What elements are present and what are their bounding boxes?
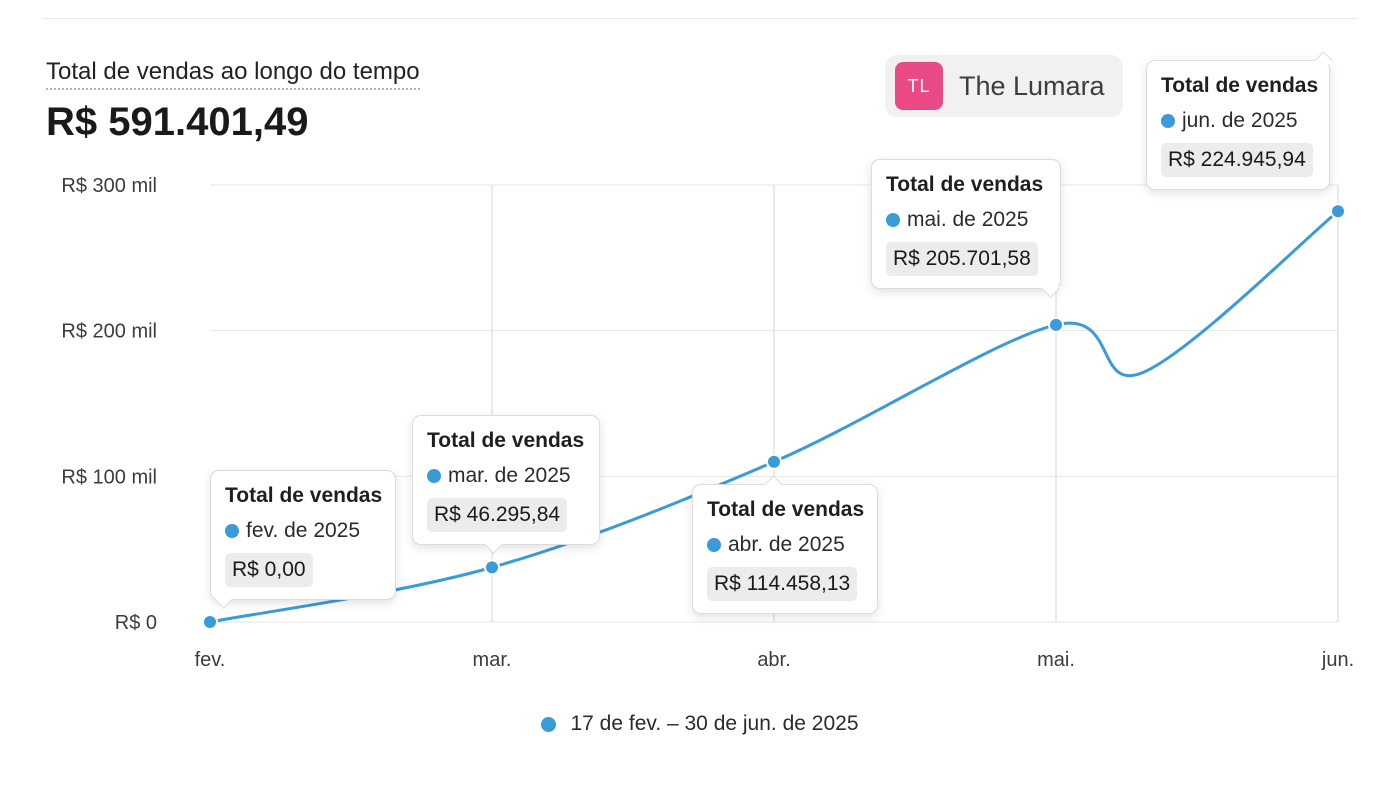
legend-series-dot — [541, 716, 557, 732]
tooltip-title: Total de vendas — [1161, 74, 1319, 97]
tooltip-series-dot — [707, 537, 721, 552]
x-tick-label: mai. — [1037, 649, 1075, 671]
data-point — [1330, 203, 1346, 220]
data-tooltip: Total de vendas abr. de 2025 R$ 114.458,13 — [692, 483, 878, 614]
data-tooltip: Total de vendas fev. de 2025 R$ 0,00 — [210, 470, 396, 600]
tooltip-value: R$ 46.295,84 — [427, 498, 568, 533]
tooltip-period: jun. de 2025 — [1182, 109, 1298, 132]
tooltip-title: Total de vendas — [886, 172, 1044, 196]
brand-chip[interactable]: TL The Lumara — [885, 55, 1123, 117]
data-point — [202, 614, 218, 630]
y-tick-label: R$ 300 mil — [61, 175, 157, 197]
legend-series-label: 17 de fev. – 30 de jun. de 2025 — [570, 712, 859, 735]
tooltip-value: R$ 114.458,13 — [707, 566, 858, 601]
tooltip-series-dot — [1161, 114, 1175, 128]
tooltip-series-dot — [225, 524, 239, 538]
tooltip-period-row: jun. de 2025 — [1161, 109, 1315, 133]
tooltip-period-row: mar. de 2025 — [427, 464, 585, 488]
tooltip-period: abr. de 2025 — [728, 532, 845, 556]
data-tooltip: Total de vendas mar. de 2025 R$ 46.295,84 — [412, 415, 600, 546]
tooltip-period-row: mai. de 2025 — [886, 208, 1046, 232]
series-line — [208, 209, 1340, 624]
chart-legend[interactable]: 17 de fev. – 30 de jun. de 2025 — [0, 712, 1400, 736]
data-point — [1048, 316, 1064, 333]
tooltip-period: mai. de 2025 — [907, 207, 1029, 231]
tooltip-value: R$ 205.701,58 — [886, 241, 1038, 276]
tooltip-period-row: abr. de 2025 — [707, 533, 863, 557]
total-sales-value: R$ 591.401,49 — [46, 100, 309, 144]
store-avatar: TL — [895, 62, 943, 110]
tooltip-period: fev. de 2025 — [246, 519, 361, 542]
tooltip-title: Total de vendas — [225, 484, 383, 507]
x-tick-label: mar. — [473, 649, 512, 671]
top-divider — [42, 18, 1358, 19]
y-tick-label: R$ 100 mil — [61, 466, 157, 488]
x-tick-label: jun. — [1321, 649, 1354, 671]
tooltip-series-dot — [427, 469, 441, 484]
tooltip-title: Total de vendas — [707, 497, 865, 521]
tooltip-value: R$ 224.945,94 — [1161, 143, 1313, 177]
data-point — [484, 559, 500, 576]
tooltip-series-dot — [886, 212, 900, 227]
tooltip-period-row: fev. de 2025 — [225, 519, 381, 543]
card-title[interactable]: Total de vendas ao longo do tempo — [46, 58, 420, 90]
data-tooltip: Total de vendas jun. de 2025 R$ 224.945,94 — [1146, 60, 1330, 190]
x-tick-label: fev. — [195, 649, 226, 671]
x-tick-label: abr. — [757, 649, 790, 671]
tooltip-title: Total de vendas — [427, 429, 585, 453]
y-tick-label: R$ 0 — [115, 612, 157, 634]
data-point — [766, 453, 782, 470]
y-tick-label: R$ 200 mil — [61, 321, 157, 343]
data-tooltip: Total de vendas mai. de 2025 R$ 205.701,58 — [871, 158, 1061, 289]
tooltip-value: R$ 0,00 — [225, 553, 313, 587]
store-name: The Lumara — [959, 70, 1105, 101]
tooltip-period: mar. de 2025 — [448, 464, 571, 488]
